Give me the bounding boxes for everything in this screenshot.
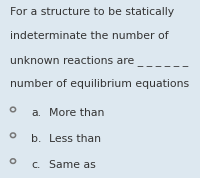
- Text: a.: a.: [31, 108, 41, 118]
- Text: Same as: Same as: [49, 160, 96, 170]
- Text: indeterminate the number of: indeterminate the number of: [10, 31, 169, 41]
- Text: Less than: Less than: [49, 134, 101, 144]
- Text: For a structure to be statically: For a structure to be statically: [10, 7, 174, 17]
- Text: number of equilibrium equations: number of equilibrium equations: [10, 79, 189, 89]
- Text: unknown reactions are _ _ _ _ _ _: unknown reactions are _ _ _ _ _ _: [10, 55, 188, 66]
- Text: c.: c.: [31, 160, 40, 170]
- Text: b.: b.: [31, 134, 41, 144]
- Text: More than: More than: [49, 108, 104, 118]
